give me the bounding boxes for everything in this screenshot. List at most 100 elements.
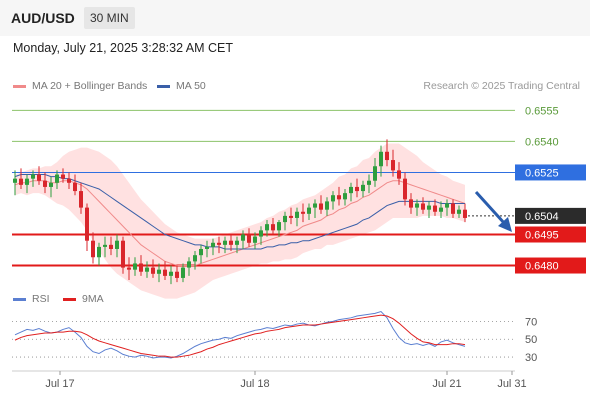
symbol-title: AUD/USD	[11, 10, 75, 26]
candle-body	[343, 193, 347, 200]
candle-body	[415, 203, 419, 208]
legend-9ma: 9MA	[63, 293, 104, 305]
ma50-line	[14, 174, 465, 250]
candle-body	[319, 203, 323, 210]
candle-body	[277, 222, 281, 231]
candle-body	[421, 203, 425, 210]
candle-body	[181, 267, 185, 278]
bollinger-band	[15, 143, 465, 299]
candle-body	[259, 230, 263, 237]
candle-body	[163, 269, 167, 276]
candle-body	[223, 240, 227, 245]
x-tick-label: Jul 31	[497, 378, 526, 390]
candle-body	[301, 211, 305, 214]
legend-9ma-label: 9MA	[82, 293, 104, 305]
candle-body	[151, 267, 155, 274]
ma20-swatch	[13, 84, 26, 88]
candle-body	[55, 174, 59, 183]
candle-body	[25, 178, 29, 185]
candle-body	[169, 271, 173, 276]
rsi-series-9MA	[14, 314, 466, 358]
candle-body	[325, 201, 329, 210]
candle-body	[157, 269, 161, 274]
candle-body	[385, 151, 389, 161]
candle-body	[373, 166, 377, 181]
candle-body	[349, 186, 353, 194]
candle-body	[361, 184, 365, 192]
ma20-line	[14, 180, 466, 267]
candle-body	[235, 240, 239, 245]
candle-body	[391, 160, 395, 171]
candle-body	[133, 263, 137, 270]
candle-body	[397, 170, 401, 179]
candle-body	[229, 240, 233, 245]
rsi-tick-70: 70	[525, 316, 537, 328]
candle-body	[103, 244, 107, 247]
legend-ma20: MA 20 + Bollinger Bands	[13, 80, 147, 92]
legend-rsi: RSI	[13, 293, 50, 305]
candle-body	[187, 261, 191, 268]
candle-body	[145, 267, 149, 272]
candle-body	[427, 205, 431, 210]
candle-body	[43, 180, 47, 187]
legend-rsi-label: RSI	[32, 293, 50, 305]
level-tag-0.6480	[515, 257, 586, 274]
candle-body	[31, 174, 35, 179]
candle-body	[139, 263, 143, 272]
candle-body	[445, 203, 449, 208]
candle-body	[337, 195, 341, 200]
timeframe-button[interactable]: 30 MIN	[84, 7, 135, 29]
candle-body	[199, 248, 203, 256]
candle-body	[49, 182, 53, 187]
level-label-0.6480: 0.6480	[525, 261, 559, 273]
candle-body	[331, 195, 335, 202]
candle-body	[85, 207, 89, 241]
candle-body	[19, 178, 23, 185]
candle-body	[409, 199, 413, 208]
candle-body	[97, 246, 101, 258]
candle-body	[115, 240, 119, 249]
candle-body	[127, 267, 131, 270]
candle-body	[367, 180, 371, 185]
level-label-0.6540: 0.6540	[525, 136, 559, 148]
candle-body	[67, 178, 71, 183]
candle-body	[205, 246, 209, 249]
candle-body	[73, 182, 77, 192]
candle-body	[295, 211, 299, 218]
candle-body	[79, 191, 83, 208]
current-price-tag	[515, 207, 586, 224]
timestamp: Monday, July 21, 2025 3:28:32 AM CET	[13, 41, 234, 55]
legend-ma20-label: MA 20 + Bollinger Bands	[32, 80, 148, 92]
candle-body	[175, 271, 179, 278]
candle-body	[121, 240, 125, 268]
legend-ma50-label: MA 50	[176, 80, 206, 92]
candle-body	[37, 174, 41, 181]
rsi-tick-30: 30	[525, 352, 537, 364]
legend-ma50: MA 50	[157, 80, 206, 92]
rsi-swatch	[13, 297, 26, 301]
candle-body	[211, 242, 215, 247]
candle-body	[247, 234, 251, 243]
candle-body	[313, 203, 317, 208]
x-tick-label: Jul 21	[432, 378, 461, 390]
candle-body	[355, 186, 359, 192]
candle-body	[463, 209, 467, 218]
level-tag-0.6525	[515, 164, 586, 181]
candle-body	[265, 224, 269, 231]
9ma-swatch	[63, 297, 76, 301]
level-tag-0.6495	[515, 226, 586, 243]
candle-body	[403, 178, 407, 200]
candle-body	[271, 224, 275, 231]
level-label-0.6495: 0.6495	[525, 230, 559, 242]
current-price-label: 0.6504	[525, 211, 559, 223]
forecast-arrow-shaft	[474, 190, 507, 226]
credit-text: Research © 2025 Trading Central	[423, 80, 580, 92]
candle-body	[433, 205, 437, 212]
candle-body	[217, 242, 221, 245]
candle-body	[91, 240, 95, 258]
candle-body	[451, 203, 455, 214]
x-tick-label: Jul 17	[45, 378, 74, 390]
level-label-0.6525: 0.6525	[525, 167, 559, 179]
